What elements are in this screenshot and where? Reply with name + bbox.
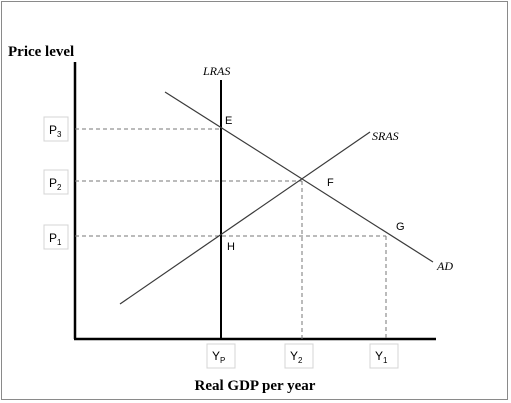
- p3-label: P3: [49, 123, 62, 139]
- x-axis-title: Real GDP per year: [195, 378, 316, 394]
- p2-label: P2: [49, 176, 62, 192]
- y-axis-title: Price level: [8, 44, 74, 60]
- price-tick-p1: P1: [43, 224, 69, 250]
- y1-label: Y1: [375, 349, 388, 365]
- point-e-label: E: [225, 115, 232, 127]
- price-tick-p3: P3: [43, 116, 69, 142]
- p1-label-box: [43, 224, 69, 250]
- sras-label: SRAS: [372, 129, 399, 143]
- price-tick-p2: P2: [43, 169, 69, 195]
- sras-curve: [119, 131, 371, 305]
- p2-label-box: [43, 169, 69, 195]
- ad-curve: [164, 91, 434, 263]
- lras-label: LRAS: [202, 64, 230, 78]
- y2-label: Y2: [290, 349, 303, 365]
- y1-label-box: [369, 343, 399, 369]
- y2-label-box: [284, 343, 314, 369]
- point-g-label: G: [396, 221, 405, 233]
- p3-label-box: [43, 116, 69, 142]
- yp-label: YP: [212, 349, 225, 365]
- yp-label-box: [206, 343, 236, 369]
- p1-label: P1: [49, 231, 62, 247]
- gdp-tick-y1: Y1: [369, 343, 399, 369]
- point-h-label: H: [227, 241, 235, 253]
- gdp-tick-y2: Y2: [284, 343, 314, 369]
- gdp-tick-yp: YP: [206, 343, 236, 369]
- point-f-label: F: [327, 177, 334, 189]
- dashed-guides: [75, 128, 387, 339]
- ad-label: AD: [436, 259, 453, 273]
